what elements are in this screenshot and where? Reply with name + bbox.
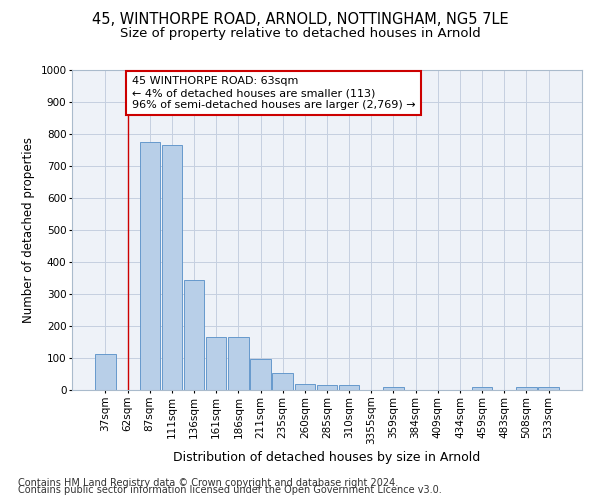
Bar <box>161 145 182 390</box>
Bar <box>228 337 248 390</box>
Bar <box>339 385 359 390</box>
Text: Contains HM Land Registry data © Crown copyright and database right 2024.: Contains HM Land Registry data © Crown c… <box>18 478 398 488</box>
Bar <box>272 373 293 390</box>
Text: 45 WINTHORPE ROAD: 63sqm
← 4% of detached houses are smaller (113)
96% of semi-d: 45 WINTHORPE ROAD: 63sqm ← 4% of detache… <box>132 76 416 110</box>
Bar <box>184 280 204 390</box>
Bar <box>538 387 559 390</box>
Bar <box>95 354 116 390</box>
Text: Contains public sector information licensed under the Open Government Licence v3: Contains public sector information licen… <box>18 485 442 495</box>
Bar <box>472 387 493 390</box>
Bar <box>516 387 536 390</box>
Bar <box>206 337 226 390</box>
Bar <box>295 384 315 390</box>
Bar <box>250 358 271 390</box>
Bar <box>317 385 337 390</box>
Bar <box>383 387 404 390</box>
Text: Size of property relative to detached houses in Arnold: Size of property relative to detached ho… <box>119 28 481 40</box>
Y-axis label: Number of detached properties: Number of detached properties <box>22 137 35 323</box>
Text: 45, WINTHORPE ROAD, ARNOLD, NOTTINGHAM, NG5 7LE: 45, WINTHORPE ROAD, ARNOLD, NOTTINGHAM, … <box>92 12 508 28</box>
Bar <box>140 142 160 390</box>
X-axis label: Distribution of detached houses by size in Arnold: Distribution of detached houses by size … <box>173 452 481 464</box>
